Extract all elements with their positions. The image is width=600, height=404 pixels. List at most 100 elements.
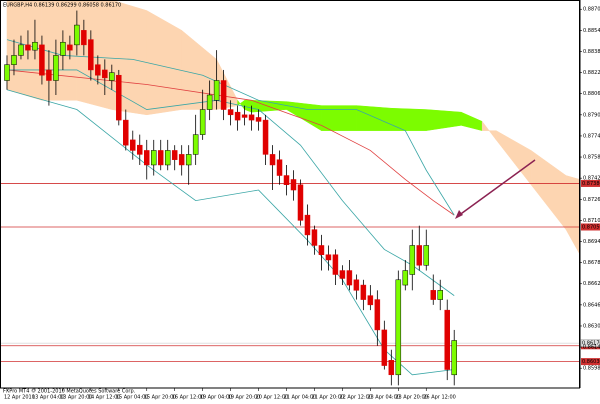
candle-body [143,150,150,166]
candle-body [130,139,136,151]
x-tick-label: 21 Apr 04:00 [284,395,317,401]
candle-body [402,270,409,286]
candle-body [32,41,38,51]
bid-label: 0.86170 [582,341,600,347]
candle-body [102,69,108,79]
x-tick-label: 21 Apr 20:00 [311,395,344,401]
candle-body [178,154,185,166]
candle-body [46,69,52,81]
x-tick-label: 23 Apr 20:00 [395,395,428,401]
plot-frame [0,0,580,389]
candle-body [444,309,450,370]
candle-body [255,117,262,122]
candle-body [227,109,234,116]
candle-body [88,39,94,71]
x-tick-label: 19 Apr 04:00 [200,395,233,401]
candle-body [430,290,437,300]
y-tick-label: 0.85980 [583,366,600,372]
x-tick-label: 12 Apr 2010 [4,395,35,401]
candle-body [297,184,304,221]
candle-body [283,175,290,186]
candle-body [346,270,353,286]
candle-body [234,111,241,121]
candle-body [164,150,171,166]
candle-body [276,159,283,176]
candle-body [220,80,227,110]
candle-body [262,119,269,155]
candle-body [290,179,297,191]
candle-body [150,150,157,166]
candle-body [416,245,423,266]
x-tick-label: 20 Apr 12:00 [256,395,289,401]
candle-body [409,245,416,275]
level-label-box [581,179,600,187]
bid-label-box [580,339,600,347]
cloud-segment [565,175,580,256]
cloud-segment [76,0,113,110]
x-tick-label: 26 Apr 12:00 [423,395,456,401]
x-tick-label: 13 Apr 04:00 [32,395,65,401]
candle-body [395,279,402,376]
candle-body [241,114,248,118]
candle-body [39,44,45,76]
candle-body [213,80,220,101]
candle-body [437,290,443,300]
candle-body [374,299,381,331]
x-tick-label: 13 Apr 20:00 [60,395,93,401]
candle-body [74,24,80,46]
cloud-segment [356,105,392,131]
candle-body [304,214,311,236]
x-tick-label: 22 Apr 12:00 [339,395,372,401]
candle-body [360,284,367,300]
candle-body [4,64,10,81]
candle-body [311,229,318,246]
candle-body [67,44,73,51]
candle-body [325,254,332,261]
candles-layer [4,10,457,386]
chart-title: EURGBP,H4 0.86139 0.86299 0.86058 0.8617… [3,3,121,9]
candle-body [109,72,115,81]
candle-body [318,245,325,255]
candle-body [137,144,143,155]
candle-body [185,154,192,166]
candle-body [95,64,101,76]
candle-body [206,94,213,110]
candle-body [423,245,430,266]
x-tick-label: 19 Apr 20:00 [228,395,261,401]
cloud-segment [6,0,43,101]
candle-body [157,150,164,166]
candle-body [25,44,31,51]
footer: FXPro MT4 © 2001-2010 MetaQuotes Softwar… [3,388,136,395]
x-tick-label: 14 Apr 12:00 [88,395,121,401]
candle-body [116,74,122,121]
level-label-box [581,358,600,366]
candle-body [192,134,199,155]
candle-body [123,119,129,146]
x-tick-label: 16 Apr 12:00 [172,395,205,401]
arrow-head [455,210,463,219]
candle-body [60,41,66,56]
candle-body [53,55,59,81]
x-tick-label: 15 Apr 04:00 [116,395,149,401]
candle-body [248,114,255,121]
candle-body [388,360,395,376]
